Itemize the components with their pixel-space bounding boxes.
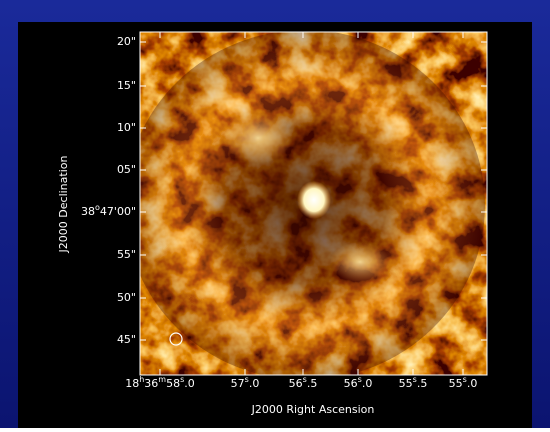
x-axis-title: J2000 Right Ascension bbox=[251, 403, 375, 416]
label-part: 05" bbox=[117, 163, 136, 176]
label-part: 10" bbox=[117, 121, 136, 134]
frame bbox=[139, 31, 488, 376]
label-part: 36 bbox=[144, 377, 158, 390]
y-tick-label: 50" bbox=[117, 291, 136, 304]
y-tick-label: 55" bbox=[117, 248, 136, 261]
label-part: 20" bbox=[117, 35, 136, 48]
label-part: 55 bbox=[399, 377, 413, 390]
label-part: 55" bbox=[117, 248, 136, 261]
y-tick-label: 20" bbox=[117, 35, 136, 48]
label-part: 57 bbox=[231, 377, 245, 390]
label-part: .0 bbox=[184, 377, 195, 390]
label-part: .0 bbox=[467, 377, 478, 390]
label-part: 45" bbox=[117, 333, 136, 346]
x-tick-label: 56s.5 bbox=[289, 375, 318, 390]
y-tick-label: 05" bbox=[117, 163, 136, 176]
label-part: o bbox=[95, 203, 100, 212]
x-tick-label: 56s.0 bbox=[344, 375, 373, 390]
label-part: s bbox=[245, 375, 249, 384]
label-part: 55 bbox=[449, 377, 463, 390]
label-part: s bbox=[303, 375, 307, 384]
label-part: s bbox=[413, 375, 417, 384]
label-part: 56 bbox=[344, 377, 358, 390]
label-part: 38 bbox=[81, 205, 95, 218]
x-tick-label: 18h36m58s.0 bbox=[125, 375, 195, 390]
x-tick-label: 55s.0 bbox=[449, 375, 478, 390]
label-part: s bbox=[463, 375, 467, 384]
label-part: 18 bbox=[125, 377, 139, 390]
label-part: h bbox=[139, 375, 144, 384]
label-part: .0 bbox=[362, 377, 373, 390]
label-part: .0 bbox=[249, 377, 260, 390]
y-axis-title: J2000 Declination bbox=[57, 156, 70, 254]
x-tick-label: 55s.5 bbox=[399, 375, 428, 390]
label-part: 56 bbox=[289, 377, 303, 390]
label-part: 50" bbox=[117, 291, 136, 304]
label-part: .5 bbox=[307, 377, 318, 390]
y-tick-label: 15" bbox=[117, 79, 136, 92]
label-part: .5 bbox=[417, 377, 428, 390]
x-tick-label: 57s.0 bbox=[231, 375, 260, 390]
y-tick-label: 10" bbox=[117, 121, 136, 134]
label-part: 58 bbox=[166, 377, 180, 390]
label-part: 47'00" bbox=[100, 205, 136, 218]
radio-map bbox=[140, 32, 487, 375]
label-part: s bbox=[180, 375, 184, 384]
label-part: s bbox=[358, 375, 362, 384]
y-tick-label: 38o47'00" bbox=[81, 203, 136, 218]
label-part: 15" bbox=[117, 79, 136, 92]
y-tick-label: 45" bbox=[117, 333, 136, 346]
label-part: m bbox=[158, 375, 166, 384]
